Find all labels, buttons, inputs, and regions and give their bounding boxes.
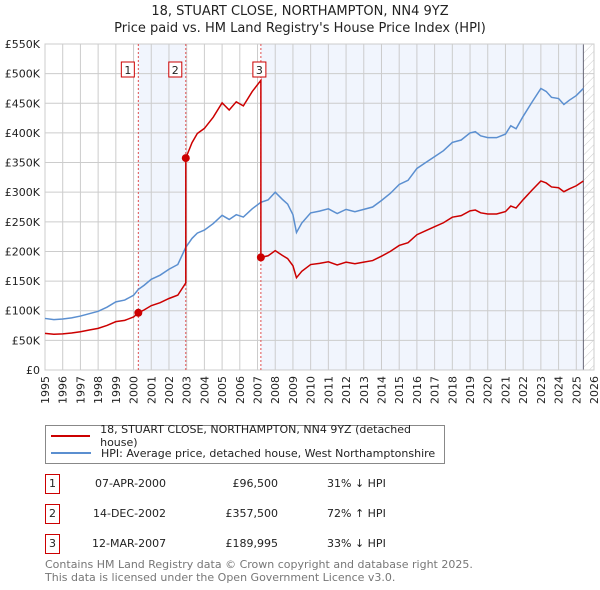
x-tick-label: 2022: [517, 376, 530, 404]
footer-line-1: Contains HM Land Registry data © Crown c…: [45, 558, 473, 571]
x-tick-label: 2023: [535, 376, 548, 404]
x-tick-label: 2026: [588, 376, 600, 404]
x-tick-label: 2013: [358, 376, 371, 404]
x-tick-label: 2005: [216, 376, 229, 404]
legend-item-hpi: HPI: Average price, detached house, West…: [46, 445, 435, 461]
x-tick-label: 1998: [92, 376, 105, 404]
sale-date: 12-MAR-2007: [92, 537, 167, 550]
x-tick-label: 2015: [393, 376, 406, 404]
y-tick-label: £0: [26, 364, 40, 377]
sale-hpi-diff: 72% ↑ HPI: [327, 507, 386, 520]
sale-point: [181, 154, 190, 163]
sale-date: 14-DEC-2002: [93, 507, 167, 520]
x-tick-label: 2020: [482, 376, 495, 404]
legend-swatch-hpi: [51, 452, 91, 454]
y-tick-label: £350K: [5, 157, 41, 170]
x-tick-label: 2007: [252, 376, 265, 404]
hpi-line: [44, 87, 584, 321]
x-tick-label: 2012: [340, 376, 353, 404]
y-tick-label: £400K: [5, 127, 41, 140]
x-tick-label: 2002: [163, 376, 176, 404]
legend-swatch-property: [51, 435, 91, 437]
y-tick-label: £300K: [5, 186, 41, 199]
y-tick-label: £50K: [12, 334, 41, 347]
y-tick-label: £250K: [5, 216, 41, 229]
sale-price: £189,995: [225, 537, 279, 550]
x-tick-label: 2016: [411, 376, 424, 404]
sale-date: 07-APR-2000: [95, 477, 167, 490]
sale-label: 2: [172, 64, 179, 77]
sale-badge: 1: [45, 474, 60, 494]
y-tick-label: £550K: [5, 38, 41, 51]
x-tick-label: 2018: [446, 376, 459, 404]
x-tick-label: 2003: [181, 376, 194, 404]
x-tick-label: 1996: [57, 376, 70, 404]
chart-title: 18, STUART CLOSE, NORTHAMPTON, NN4 9YZ: [151, 4, 449, 19]
sale-price: £96,500: [232, 477, 279, 490]
x-tick-label: 2001: [145, 376, 158, 404]
x-tick-label: 2014: [375, 376, 388, 404]
sale-label-box: [120, 61, 135, 78]
chart-subtitle: Price paid vs. HM Land Registry's House …: [114, 21, 486, 36]
sale-point: [256, 253, 265, 262]
x-tick-label: 1997: [74, 376, 87, 404]
sale-badge: 2: [45, 504, 60, 524]
shaded-ownership-1: [138, 44, 186, 370]
plot-frame: [44, 43, 595, 371]
legend-item-property: 18, STUART CLOSE, NORTHAMPTON, NN4 9YZ (…: [46, 423, 444, 449]
property-line: [44, 78, 584, 336]
y-tick-label: £500K: [5, 68, 41, 81]
y-tick-label: £450K: [5, 97, 41, 110]
x-tick-label: 1995: [39, 376, 52, 404]
y-tick-label: £100K: [5, 305, 41, 318]
legend-label: 18, STUART CLOSE, NORTHAMPTON, NN4 9YZ (…: [100, 423, 411, 449]
x-tick-label: 2006: [234, 376, 247, 404]
sale-hpi-diff: 31% ↓ HPI: [327, 477, 386, 490]
y-tick-label: £200K: [5, 245, 41, 258]
chart-svg: 1995 1996 1997 1998 1999 2000 2001 2002 2003 2004…: [5, 38, 600, 404]
x-tick-label: 2017: [429, 376, 442, 404]
y-tick-label: £150K: [5, 275, 41, 288]
x-tick-label: 2009: [287, 376, 300, 404]
legend: 18, STUART CLOSE, NORTHAMPTON, NN4 9YZ (…: [45, 423, 445, 464]
x-tick-label: 2004: [198, 376, 211, 404]
shaded-ownership-3: [260, 44, 584, 370]
x-tick-label: 2010: [305, 376, 318, 404]
sale-row: 3 12-MAR-2007 £189,995 33% ↓ HPI: [45, 534, 545, 554]
sale-hpi-diff: 33% ↓ HPI: [327, 537, 386, 550]
sale-label: 3: [256, 64, 263, 77]
x-tick-label: 2019: [464, 376, 477, 404]
x-tick-label: 2011: [322, 376, 335, 404]
x-tick-label: 2024: [553, 376, 566, 404]
sale-row: 2 14-DEC-2002 £357,500 72% ↑ HPI: [45, 504, 545, 524]
footer-line-2: This data is licensed under the Open Gov…: [45, 571, 396, 584]
legend-label: HPI: Average price, detached house, West…: [101, 446, 436, 460]
sale-row: 1 07-APR-2000 £96,500 31% ↓ HPI: [45, 474, 545, 494]
x-tick-label: 2008: [269, 376, 282, 404]
x-tick-label: 1999: [110, 376, 123, 404]
x-tick-label: 2021: [499, 376, 512, 404]
sale-price: £357,500: [225, 507, 279, 520]
sale-label-box: [252, 61, 267, 78]
sale-label: 1: [124, 64, 131, 77]
x-tick-label: 2025: [570, 376, 583, 404]
sale-point: [134, 308, 143, 317]
sale-label-box: [168, 61, 183, 78]
future-hatch: [583, 44, 594, 370]
sale-badge: 3: [45, 534, 60, 554]
x-tick-label: 2000: [128, 376, 141, 404]
